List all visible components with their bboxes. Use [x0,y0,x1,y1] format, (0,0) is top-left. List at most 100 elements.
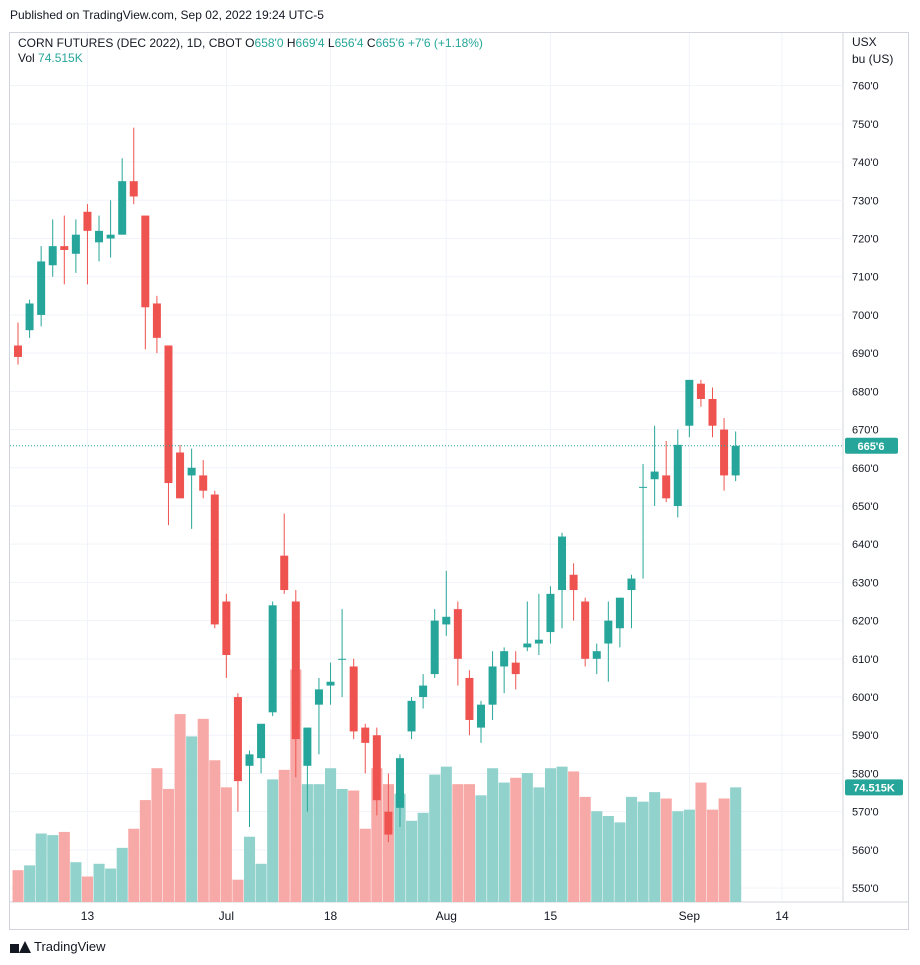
unit-label: bu (US) [852,52,894,66]
symbol-legend: CORN FUTURES (DEC 2022), 1D, CBOT O658'0… [18,35,483,51]
price-tick-label: 570'0 [852,807,879,819]
volume-bar [602,816,614,902]
volume-bar [487,768,499,902]
time-tick-label: 18 [324,909,338,923]
candle-body [696,383,705,399]
candle-body [60,246,69,250]
candle-body [187,467,196,476]
price-tick-label: 630'0 [852,577,879,589]
volume-bar [533,787,545,902]
candle-body [720,429,729,476]
price-tick-label: 740'0 [852,157,879,169]
last-volume-badge [845,779,903,796]
volume-bar [544,768,557,902]
volume-bar [625,796,638,902]
candle-body [48,246,57,266]
open-label: O [245,36,255,50]
last-price-badge [845,437,898,454]
candle-body [708,398,717,426]
volume-bar [255,863,267,902]
volume-bar [336,788,348,902]
price-tick-label: 700'0 [852,310,879,322]
volume-bar [162,788,175,902]
last-volume-badge-text: 74.515K [853,782,895,794]
candle-body [222,601,231,655]
currency-label: USX [852,35,877,49]
volume-bar [116,847,128,902]
candle-body [442,616,451,625]
time-tick-label: 15 [544,909,558,923]
volume-legend: Vol 74.515K [18,51,83,65]
footer-brand[interactable]: TradingView [10,939,106,954]
price-tick-label: 660'0 [852,463,879,475]
candle-body [639,486,648,488]
price-tick-label: 640'0 [852,539,879,551]
candle-body [534,639,543,644]
time-tick-label: 14 [775,909,789,923]
volume-bar [440,766,452,902]
low-value: 656'4 [334,36,364,50]
candle-body [731,445,740,476]
candle-body [338,658,347,660]
time-tick-label: Jul [219,909,234,923]
volume-bar [579,796,591,902]
high-value: 669'4 [295,36,325,50]
chart-frame[interactable] [9,32,909,930]
price-tick-label: 580'0 [852,768,879,780]
time-tick-label: Aug [436,909,457,923]
volume-bar [128,828,140,902]
volume-bar [683,809,695,902]
price-tick-label: 590'0 [852,730,879,742]
volume-bar [649,792,661,902]
candle-body [685,379,694,426]
volume-bar [93,863,105,902]
candle-body [303,727,312,766]
volume-bar [707,809,719,902]
close-label: C [366,36,376,50]
volume-bar [417,812,429,902]
last-price-badge-text: 665'6 [857,441,884,453]
candle-body [25,303,34,331]
volume-bar [290,669,302,902]
footer-brand-text: TradingView [34,939,106,954]
vol-label: Vol [18,51,35,65]
price-tick-label: 620'0 [852,616,879,628]
volume-bar [81,876,94,902]
candle-body [650,471,659,480]
candle-body [280,555,289,591]
tradingview-logo-icon [10,940,31,953]
candle-body [500,651,509,667]
candle-body [592,651,601,659]
volume-bar [348,790,360,902]
candle-body [326,681,335,686]
candle-body [83,211,92,231]
price-tick-label: 600'0 [852,692,879,704]
volume-bar [637,801,649,902]
candle-body [453,609,462,659]
volume-bar [70,862,82,902]
volume-bar [452,784,464,902]
price-tick-label: 710'0 [852,272,879,284]
volume-bar [556,766,568,902]
candle-body [662,475,671,499]
close-value: 665'6 [375,36,405,50]
candle-body [430,620,439,675]
candle-body [349,666,358,732]
candle-body [361,727,370,743]
volume-bar [718,798,730,902]
candle-body [627,578,636,591]
volume-bar [24,865,36,902]
price-tick-label: 760'0 [852,81,879,93]
change-value: +7'6 (+1.18%) [407,36,483,50]
price-tick-label: 690'0 [852,348,879,360]
candle-body [71,234,80,254]
price-tick-label: 560'0 [852,845,879,857]
candle-body [384,811,393,835]
candle-body [673,444,682,506]
candle-body [465,677,474,720]
volume-bar [197,718,209,902]
time-tick-label: 13 [81,909,95,923]
volume-bar [174,714,186,902]
price-tick-label: 670'0 [852,425,879,437]
